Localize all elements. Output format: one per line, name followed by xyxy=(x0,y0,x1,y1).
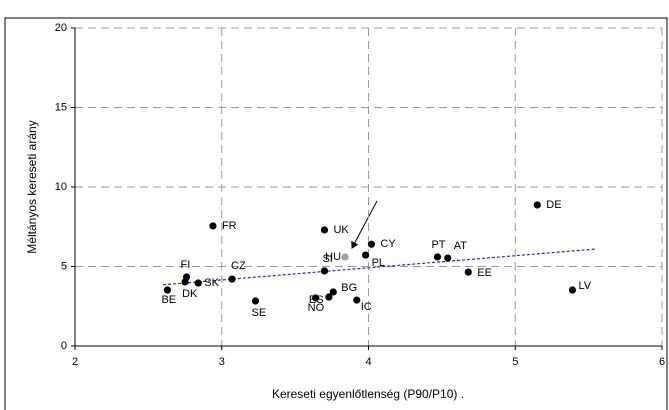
point xyxy=(361,251,370,259)
point xyxy=(209,222,217,230)
point-label: PT xyxy=(431,239,445,251)
point xyxy=(341,253,349,261)
point-label: FR xyxy=(222,220,237,232)
point xyxy=(228,275,236,283)
point-label: CZ xyxy=(231,260,246,272)
point-label: SE xyxy=(252,307,267,319)
point xyxy=(325,293,333,301)
point xyxy=(181,278,189,286)
point-label: DE xyxy=(546,199,561,211)
point xyxy=(533,201,541,209)
point xyxy=(312,294,320,302)
point-label: UK xyxy=(333,224,349,236)
y-tick-label: 10 xyxy=(55,181,67,193)
point xyxy=(433,253,442,261)
point xyxy=(568,286,577,294)
point-label: IC xyxy=(361,301,372,313)
point-label: BG xyxy=(341,282,357,294)
point-label: AT xyxy=(454,240,468,252)
point xyxy=(194,279,202,287)
x-tick-label: 2 xyxy=(72,356,78,368)
point-label: PL xyxy=(372,257,385,269)
point xyxy=(320,267,329,275)
x-tick-label: 3 xyxy=(219,356,225,368)
point xyxy=(353,296,361,304)
y-tick-label: 20 xyxy=(55,22,67,34)
chart-frame xyxy=(4,17,668,410)
point-label: HU xyxy=(325,251,341,263)
point-label: FI xyxy=(181,259,191,271)
y-tick-label: 15 xyxy=(55,101,67,113)
point xyxy=(251,297,260,305)
point xyxy=(464,268,472,276)
point-label: LV xyxy=(578,280,591,292)
point xyxy=(444,254,452,262)
point-label: NO xyxy=(308,302,325,314)
point-label: SK xyxy=(204,277,219,289)
y-tick-label: 5 xyxy=(61,260,67,272)
point-label: CY xyxy=(380,238,396,250)
annotation-arrow xyxy=(351,200,378,249)
x-tick-label: 6 xyxy=(659,356,665,368)
x-axis-label: Kereseti egyenlőtlenség (P90/P10) . xyxy=(272,387,464,401)
y-axis-label: Méltányos kereseti arány xyxy=(25,120,39,253)
y-tick-label: 0 xyxy=(61,340,67,352)
point-label: SI xyxy=(322,253,332,265)
point-label: BE xyxy=(161,294,176,306)
point-label: EE xyxy=(477,267,492,279)
point xyxy=(163,286,172,294)
point xyxy=(320,226,329,234)
point xyxy=(367,240,376,248)
x-tick-label: 4 xyxy=(365,356,371,368)
x-tick-label: 5 xyxy=(512,356,518,368)
point xyxy=(329,288,337,296)
point-label: DK xyxy=(182,288,198,300)
